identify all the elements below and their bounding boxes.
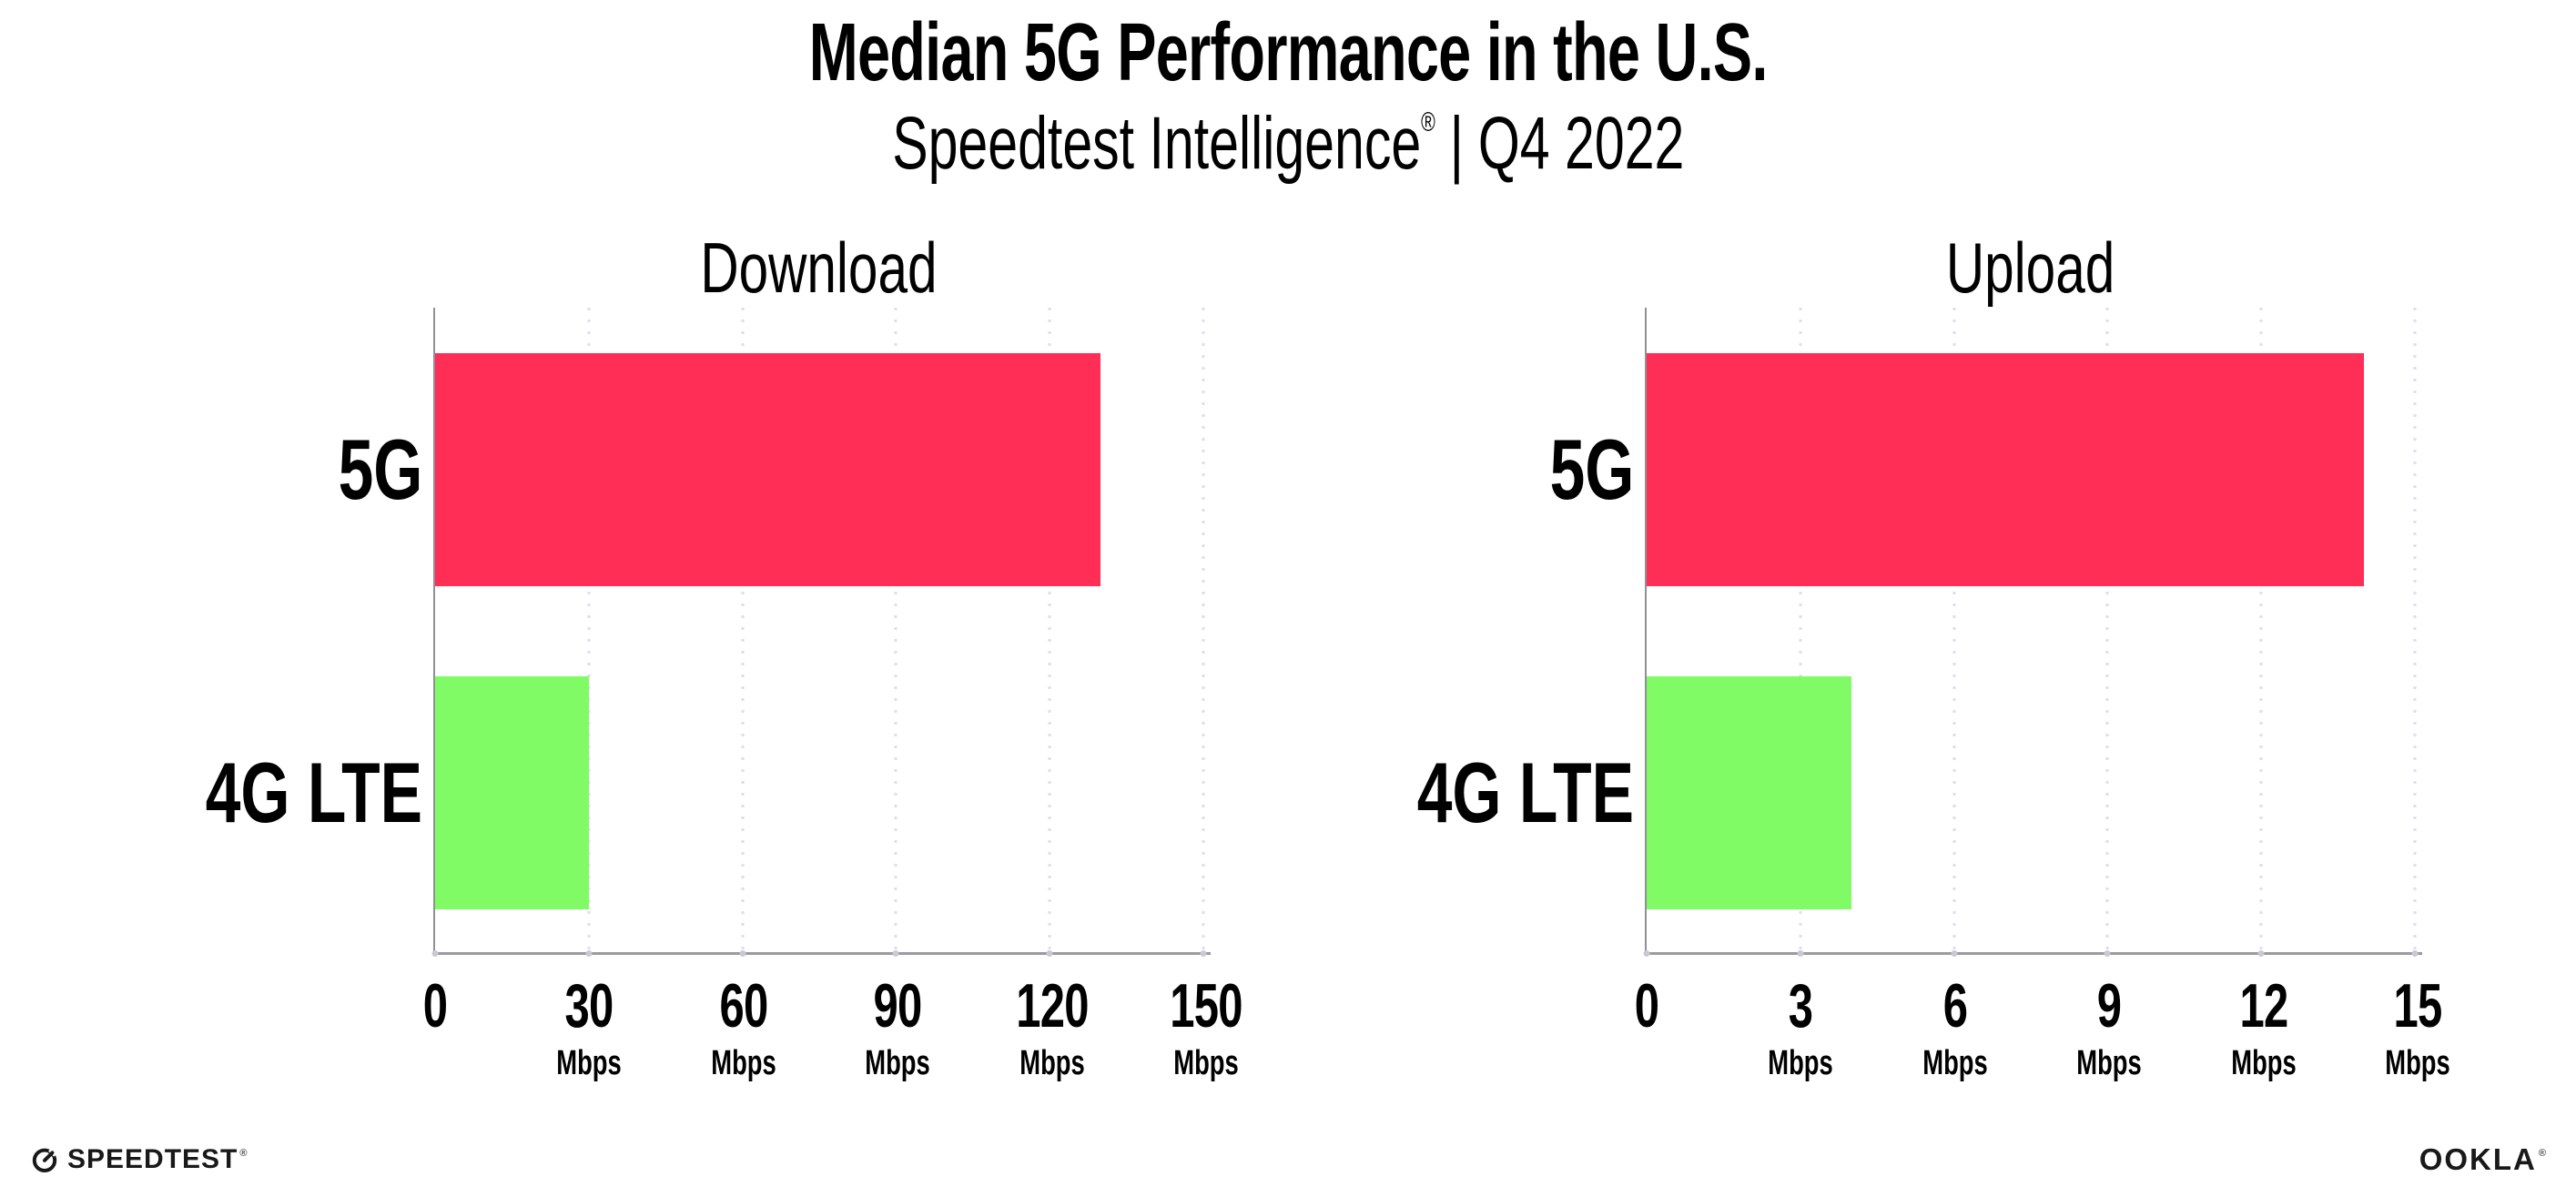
gridline-12 [2259,308,2263,955]
upload-plot-area [1643,308,2422,957]
x-tick-value: 0 [422,971,448,1040]
axis-tick-60 [739,950,746,957]
x-tick-unit-label: Mbps [1768,1044,1834,1082]
axis-tick-0 [431,950,439,957]
header: Median 5G Performance in the U.S. Speedt… [0,7,2576,185]
gridline-6 [1952,308,1956,955]
gridline-120 [1048,308,1051,955]
x-tick-value: 9 [2096,971,2122,1040]
x-tick-unit-label: Mbps [1922,1044,1988,1082]
x-tick-label-12: 12 Mbps [2218,975,2308,1080]
x-tick-label-3: 3 Mbps [1756,975,1846,1080]
bar-5g [435,352,1101,586]
x-tick-unit-label: Mbps [1173,1044,1239,1082]
download-chart: Download 5G 4G LTE 0 30 Mbps 60 Mbps 90 Mbps 120… [160,228,1243,1111]
upload-chart: Upload 5G 4G LTE 0 3 Mbps 6 Mbps 9 Mbps 12 Mbps 15… [1372,228,2450,1111]
axis-tick-15 [2411,950,2419,957]
subtitle-separator: | [1449,102,1464,186]
x-tick-label-150: 150 Mbps [1156,975,1256,1080]
x-tick-label-9: 9 Mbps [2064,975,2155,1080]
bar-4g-lte [435,676,589,910]
upload-y-axis-labels: 5G 4G LTE [1372,308,1645,955]
download-x-axis-labels: 0 30 Mbps 60 Mbps 90 Mbps 120 Mbps 150 Mbps [423,975,1243,1111]
x-tick-unit-label: Mbps [711,1044,776,1082]
x-tick-value: 150 [1170,971,1242,1040]
ookla-registered-mark: ® [2538,1148,2546,1159]
upload-x-axis-labels: 0 3 Mbps 6 Mbps 9 Mbps 12 Mbps 15 Mbps [1635,975,2450,1111]
x-tick-label-60: 60 Mbps [698,975,788,1080]
axis-tick-9 [2104,950,2111,957]
gridline-3 [1799,308,1802,955]
axis-tick-3 [1797,950,1804,957]
ookla-wordmark: OOKLA [2419,1142,2537,1176]
x-tick-label-120: 120 Mbps [1001,975,1101,1080]
download-plot-area [431,308,1211,957]
gridline-9 [2105,308,2109,955]
registered-trademark-mark: ® [1420,107,1435,137]
category-label-5g: 5G [160,308,422,632]
ookla-logo: OOKLA ® [2419,1142,2546,1177]
x-tick-label-90: 90 Mbps [853,975,943,1080]
x-tick-value: 15 [2393,971,2442,1040]
x-tick-value: 30 [564,971,614,1040]
x-tick-label-15: 15 Mbps [2372,975,2462,1080]
subtitle-brand: Speedtest Intelligence [891,102,1421,186]
x-tick-unit-label: Mbps [2385,1044,2450,1082]
axis-tick-30 [585,950,593,957]
x-tick-value: 12 [2239,971,2288,1040]
x-tick-unit-label: Mbps [2076,1044,2142,1082]
x-tick-label-30: 30 Mbps [544,975,634,1080]
gridline-90 [894,308,898,955]
axis-tick-150 [1200,950,1207,957]
gridline-30 [587,308,591,955]
upload-chart-title: Upload [1945,228,2115,308]
page-subtitle: Speedtest Intelligence® | Q4 2022 [0,103,2576,185]
x-tick-value: 90 [873,971,923,1040]
axis-tick-120 [1046,950,1053,957]
charts-row: Download 5G 4G LTE 0 30 Mbps 60 Mbps 90 Mbps 120… [0,228,2576,1111]
x-tick-label-0: 0 [1630,975,1664,1037]
x-tick-unit-label: Mbps [865,1044,930,1082]
page-title: Median 5G Performance in the U.S. [808,7,1769,98]
speedtest-logo: SPEEDTEST ® [30,1144,248,1175]
speedtest-registered-mark: ® [239,1148,248,1159]
x-tick-unit-label: Mbps [2230,1044,2297,1082]
subtitle-period: Q4 2022 [1477,102,1685,186]
category-label-4g-lte: 4G LTE [1372,632,1634,956]
footer: SPEEDTEST ® OOKLA ® [30,1142,2546,1177]
x-tick-value: 0 [1634,971,1659,1040]
speedtest-wordmark: SPEEDTEST [67,1144,238,1174]
bar-4g-lte [1647,676,1852,910]
x-tick-value: 3 [1789,971,1813,1040]
axis-tick-90 [892,950,899,957]
speedtest-gauge-icon [32,1148,57,1172]
x-tick-label-6: 6 Mbps [1910,975,2000,1080]
gridline-60 [741,308,745,955]
x-axis-line [433,952,1211,955]
download-chart-title: Download [700,228,938,308]
x-tick-label-0: 0 [419,975,452,1037]
category-label-5g: 5G [1372,308,1634,632]
category-label-text: 5G [338,421,422,517]
category-label-text: 4G LTE [1416,745,1634,841]
axis-tick-0 [1643,950,1650,957]
axis-tick-6 [1951,950,1958,957]
category-label-text: 5G [1549,421,1634,517]
download-y-axis-labels: 5G 4G LTE [160,308,433,955]
x-tick-value: 120 [1015,971,1089,1040]
gridline-15 [2413,308,2417,955]
axis-tick-12 [2257,950,2265,957]
x-tick-unit-label: Mbps [556,1044,623,1082]
category-label-text: 4G LTE [205,745,422,841]
gridline-150 [1202,308,1205,955]
x-tick-value: 6 [1942,971,1968,1040]
category-label-4g-lte: 4G LTE [160,632,422,956]
x-tick-unit-label: Mbps [1019,1044,1085,1082]
bar-5g [1647,352,2364,586]
x-tick-value: 60 [719,971,768,1040]
x-axis-line [1645,952,2422,955]
